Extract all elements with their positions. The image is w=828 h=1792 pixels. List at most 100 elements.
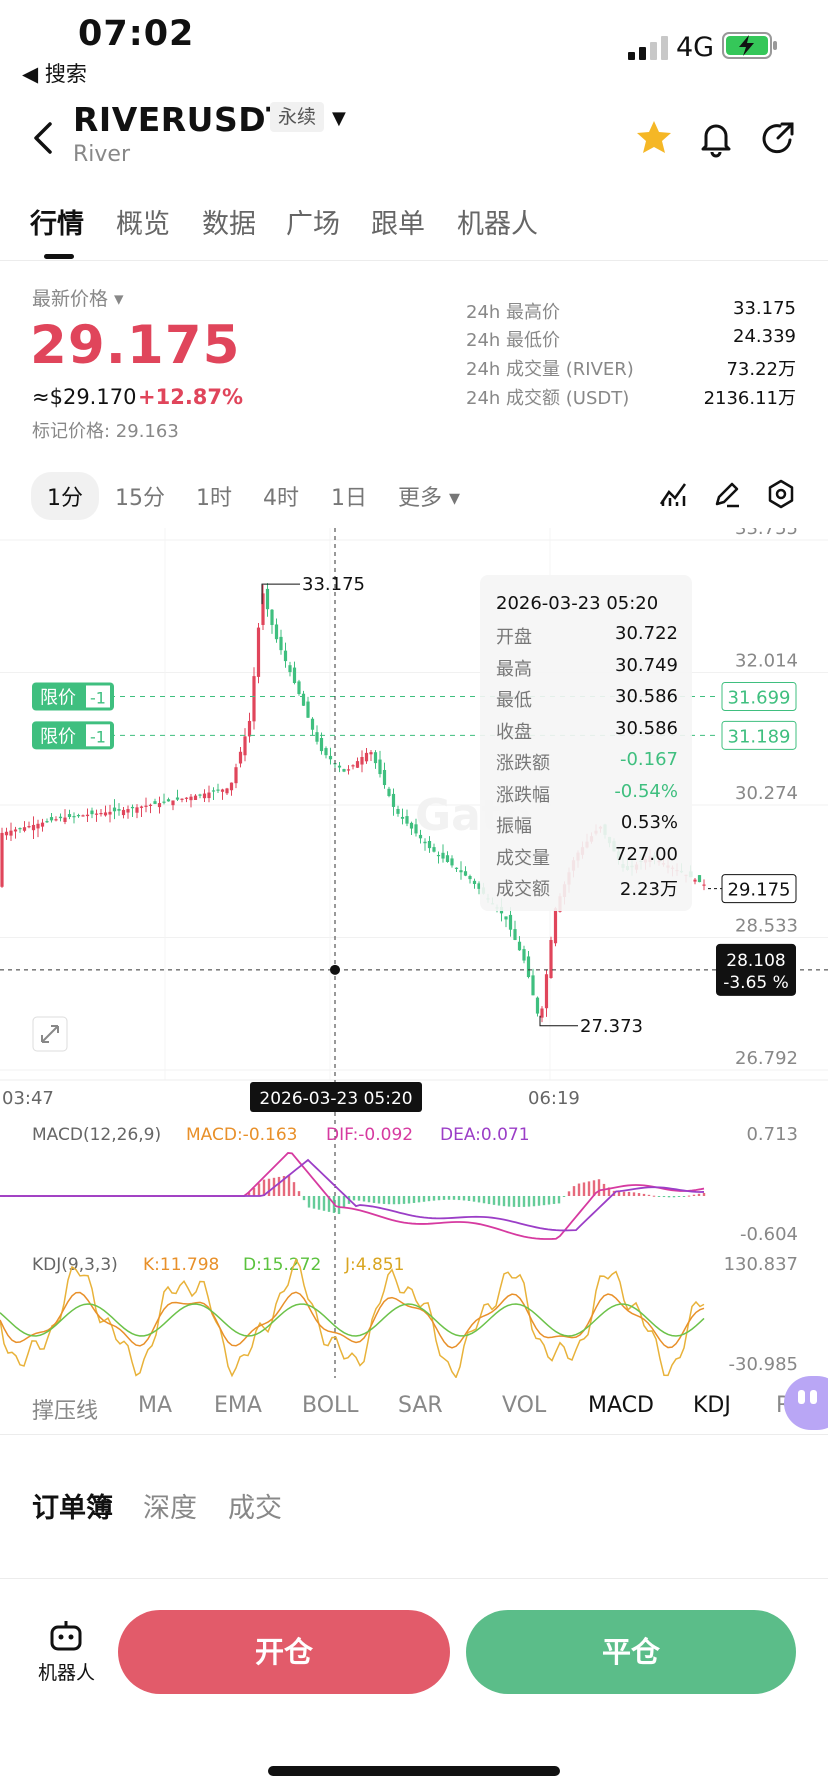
macd-histogram-bar (547, 1196, 551, 1205)
timeframe-1m[interactable]: 1分 (31, 472, 99, 520)
candle-body (22, 827, 27, 831)
timeframe-1d[interactable]: 1日 (331, 486, 367, 511)
macd-histogram-bar (337, 1196, 341, 1215)
robot-icon[interactable] (48, 1618, 84, 1654)
macd-histogram-bar (582, 1182, 586, 1196)
timeframe-15m[interactable]: 15分 (115, 486, 165, 511)
indicator-ma[interactable]: MA (138, 1393, 173, 1418)
indicator-ema[interactable]: EMA (214, 1393, 262, 1418)
macd-histogram-bar (342, 1196, 346, 1208)
divider (0, 1434, 828, 1435)
candle-body (702, 884, 706, 886)
candle-body (517, 941, 522, 951)
tooltip-label: 最高 (496, 658, 532, 680)
macd-histogram-bar (642, 1193, 646, 1196)
indicator-sar[interactable]: SAR (398, 1393, 443, 1418)
latest-price-label[interactable]: 最新价格 ▾ (32, 288, 124, 310)
indicator-vol[interactable]: VOL (502, 1393, 547, 1418)
macd-histogram-bar (312, 1196, 316, 1209)
macd-histogram-bar (662, 1196, 666, 1198)
kdj-k: K:11.798 (143, 1255, 219, 1275)
tooltip-value: -0.167 (619, 749, 678, 770)
robot-label[interactable]: 机器人 (38, 1662, 96, 1684)
indicator-chart-icon[interactable] (657, 478, 689, 510)
candle-body (58, 816, 63, 819)
candle-body (405, 816, 409, 824)
home-indicator (268, 1766, 560, 1776)
timeframe-more[interactable]: 更多 ▾ (398, 486, 461, 511)
candle-body (427, 840, 432, 849)
tab-depth[interactable]: 深度 (143, 1493, 197, 1524)
macd-histogram-bar (502, 1196, 506, 1207)
last-price-tag (721, 874, 797, 904)
draw-pencil-icon[interactable] (711, 478, 743, 510)
macd-histogram-bar (252, 1187, 256, 1196)
close-position-button[interactable]: 平仓 (466, 1610, 796, 1694)
macd-histogram-bar (497, 1196, 501, 1206)
tab-overview[interactable]: 概览 (116, 209, 170, 240)
back-to-search-link[interactable]: ◀ 搜索 (22, 62, 87, 86)
tooltip-label: 成交额 (496, 879, 550, 900)
high-price-label: 33.175 (302, 574, 365, 595)
candle-body (157, 803, 162, 808)
limit-price-tag (721, 720, 797, 750)
macd-histogram-bar (367, 1196, 371, 1203)
share-icon[interactable] (758, 118, 798, 158)
tab-bots[interactable]: 机器人 (457, 209, 538, 240)
tab-trades[interactable]: 成交 (228, 1493, 282, 1524)
candle-body (432, 847, 436, 852)
indicator-support-resistance[interactable]: 撑压线 (32, 1399, 99, 1424)
candle-body (252, 676, 256, 722)
macd-histogram-bar (507, 1196, 511, 1207)
indicator-kdj[interactable]: KDJ (693, 1393, 731, 1418)
last-price-tag-value: 29.175 (728, 880, 791, 901)
tab-square[interactable]: 广场 (286, 209, 340, 240)
candle-body (373, 752, 378, 764)
macd-histogram-bar (632, 1192, 636, 1196)
timeframe-1h[interactable]: 1时 (196, 486, 232, 511)
assistant-bubble-icon[interactable] (784, 1376, 828, 1430)
limit-price-value: 31.189 (728, 726, 791, 747)
bell-icon[interactable] (696, 118, 736, 158)
indicator-macd[interactable]: MACD (588, 1393, 654, 1418)
candle-body (324, 748, 328, 756)
macd-histogram-bar (652, 1195, 656, 1197)
time-axis-tick: 03:47 (2, 1088, 54, 1109)
back-arrow-icon[interactable] (28, 118, 58, 158)
candle-body (270, 609, 274, 625)
timeframe-4h[interactable]: 4时 (263, 486, 299, 511)
candle-body (337, 765, 342, 768)
tab-orderbook[interactable]: 订单簿 (32, 1493, 113, 1524)
candle-body (166, 799, 171, 802)
candle-body (382, 769, 387, 786)
macd-histogram-bar (487, 1196, 491, 1205)
symbol-title[interactable]: RIVERUSDT (73, 100, 290, 139)
candle-body (207, 792, 211, 799)
macd-histogram-bar (517, 1196, 521, 1207)
macd-histogram-bar (442, 1196, 446, 1200)
candle-body (459, 870, 463, 873)
candle-body (342, 769, 346, 772)
macd-histogram-bar (307, 1196, 311, 1208)
chevron-down-icon[interactable]: ▼ (332, 108, 346, 129)
candle-body (522, 949, 526, 961)
candle-body (697, 875, 702, 883)
stat-high-label: 24h 最高价 (466, 302, 561, 323)
expand-icon[interactable] (32, 1016, 68, 1052)
tab-copy-trading[interactable]: 跟单 (371, 209, 425, 240)
limit-qty-box (86, 685, 110, 708)
candle-body (36, 823, 40, 829)
star-favorite-icon[interactable] (634, 118, 674, 158)
indicator-boll[interactable]: BOLL (302, 1393, 359, 1418)
active-tab-indicator (44, 254, 74, 259)
tooltip-label: 最低 (496, 690, 532, 711)
settings-hexagon-icon[interactable] (765, 478, 797, 510)
open-position-button[interactable]: 开仓 (118, 1610, 450, 1694)
tab-market[interactable]: 行情 (30, 209, 84, 240)
macd-histogram-bar (702, 1192, 706, 1196)
tab-data[interactable]: 数据 (202, 209, 256, 240)
kdj-d-line (0, 1303, 705, 1337)
macd-histogram-bar (382, 1196, 386, 1204)
crosshair-price-tag (716, 943, 796, 996)
